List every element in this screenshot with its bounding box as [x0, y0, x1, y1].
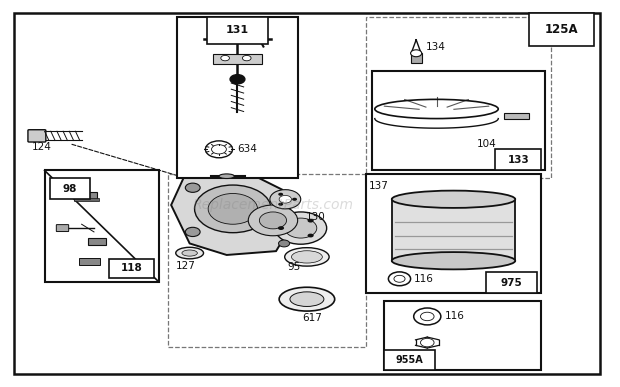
Text: 118: 118 [121, 264, 143, 274]
Text: 116: 116 [414, 274, 433, 284]
Circle shape [195, 185, 271, 233]
Text: 98: 98 [63, 184, 77, 194]
Bar [495, 149, 541, 170]
Circle shape [278, 193, 283, 196]
Circle shape [205, 141, 232, 158]
Circle shape [278, 226, 284, 230]
Ellipse shape [279, 287, 335, 311]
Ellipse shape [182, 250, 197, 256]
Text: 131: 131 [226, 25, 249, 35]
Text: 137: 137 [369, 181, 389, 191]
Bar [366, 174, 541, 293]
Bar [168, 174, 366, 347]
Bar [109, 259, 154, 278]
Text: 133: 133 [507, 155, 529, 165]
Circle shape [308, 219, 314, 223]
Ellipse shape [392, 191, 515, 208]
Ellipse shape [285, 248, 329, 266]
Bar [45, 170, 159, 282]
Circle shape [410, 50, 422, 57]
Circle shape [414, 308, 441, 325]
FancyBboxPatch shape [56, 224, 69, 231]
Ellipse shape [175, 247, 203, 259]
Text: 634: 634 [237, 144, 257, 154]
Text: 104: 104 [477, 139, 497, 149]
Text: 975: 975 [500, 278, 522, 288]
Circle shape [279, 195, 291, 203]
Bar [366, 17, 551, 178]
Circle shape [308, 234, 314, 238]
Bar [76, 192, 97, 199]
Bar [177, 17, 298, 178]
Bar [392, 199, 515, 261]
Circle shape [394, 275, 405, 282]
Circle shape [388, 272, 410, 286]
Ellipse shape [392, 252, 515, 269]
Bar [384, 301, 541, 370]
Bar [50, 178, 90, 199]
Ellipse shape [219, 174, 234, 178]
Bar [410, 53, 422, 63]
Circle shape [248, 205, 298, 236]
Circle shape [285, 218, 317, 238]
Circle shape [185, 227, 200, 236]
Circle shape [230, 75, 245, 84]
Bar [79, 259, 100, 265]
Circle shape [242, 55, 251, 61]
Text: 124: 124 [32, 142, 52, 152]
Circle shape [221, 55, 229, 61]
Bar [529, 13, 594, 46]
Bar [74, 198, 99, 201]
Text: 127: 127 [175, 261, 195, 271]
Bar [213, 54, 262, 64]
FancyBboxPatch shape [28, 130, 46, 142]
Ellipse shape [290, 292, 324, 307]
Text: 116: 116 [445, 312, 464, 322]
Circle shape [420, 338, 434, 347]
Text: 130: 130 [306, 212, 326, 221]
Text: ReplacementParts.com: ReplacementParts.com [192, 198, 353, 212]
Bar [372, 70, 544, 170]
Circle shape [211, 145, 226, 154]
Circle shape [270, 190, 301, 209]
Circle shape [292, 198, 297, 201]
Bar [505, 113, 529, 118]
Polygon shape [171, 170, 294, 255]
Circle shape [420, 312, 434, 321]
Circle shape [259, 212, 286, 229]
Circle shape [208, 194, 257, 224]
Circle shape [278, 203, 283, 206]
Circle shape [185, 183, 200, 192]
Bar [206, 17, 268, 44]
Text: 617: 617 [303, 313, 322, 324]
Ellipse shape [291, 251, 322, 263]
Text: 134: 134 [425, 43, 445, 53]
Text: 955A: 955A [396, 355, 423, 365]
Text: 125A: 125A [545, 23, 578, 36]
Circle shape [275, 212, 327, 244]
Bar [486, 272, 536, 293]
Bar [88, 238, 106, 245]
Text: 95: 95 [287, 262, 301, 272]
Bar [384, 350, 435, 370]
Circle shape [278, 240, 290, 247]
